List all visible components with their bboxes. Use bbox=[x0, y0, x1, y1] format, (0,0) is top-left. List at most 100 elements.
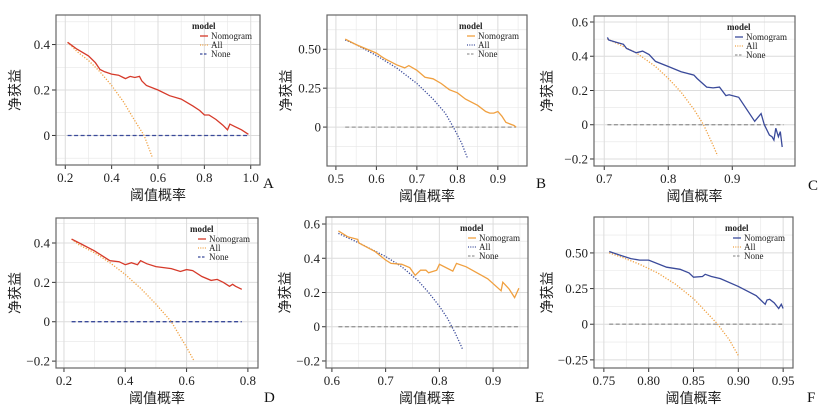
y-tick-label: 0 bbox=[314, 319, 321, 334]
legend-label-all: All bbox=[746, 41, 758, 51]
x-axis-title: 阈值概率 bbox=[399, 390, 455, 407]
legend-label-all: All bbox=[479, 242, 491, 252]
plot-background bbox=[594, 16, 795, 166]
y-tick-label: 0.4 bbox=[572, 49, 589, 64]
legend-label-all: All bbox=[211, 40, 223, 50]
y-tick-label: −0.2 bbox=[296, 353, 320, 368]
legend-label-none: None bbox=[209, 252, 229, 262]
x-tick-label: 0.8 bbox=[240, 373, 256, 388]
x-tick-label: 0.2 bbox=[56, 373, 72, 388]
x-axis-title: 阈值概率 bbox=[129, 390, 185, 407]
legend-label-all: All bbox=[209, 243, 221, 253]
legend-label-none: None bbox=[478, 49, 498, 59]
series-nomogram-line bbox=[67, 41, 249, 135]
panel-a: 0.2 0.4 0.6 0.8 1.0 0 0.2 0.4 阈值概率 净获益 modelNomogr… bbox=[8, 14, 274, 204]
series-nomogram-line bbox=[71, 238, 243, 290]
x-tick-label: 0.80 bbox=[637, 373, 660, 388]
y-tick-label: 0 bbox=[315, 120, 322, 135]
series-all-line bbox=[608, 252, 739, 356]
panel-c: 0.7 0.8 0.9 −0.2 0 0.2 0.4 0.6 阈值概率 净获益 modelNomog… bbox=[540, 14, 818, 205]
y-axis-title: 净获益 bbox=[278, 272, 294, 314]
panel-f: 0.75 0.80 0.85 0.90 0.95 −0.25 0 0.25 0.50 阈值概率 净获… bbox=[540, 216, 815, 407]
series-nomogram-line bbox=[338, 230, 520, 299]
x-tick-label: 0.6 bbox=[178, 373, 195, 388]
plot-frame bbox=[55, 14, 261, 166]
plot-frame bbox=[593, 15, 796, 167]
legend-label-nomogram: Nomogram bbox=[746, 32, 787, 42]
x-tick-label: 0.95 bbox=[772, 373, 795, 388]
plot-frame bbox=[593, 216, 794, 369]
legend-label-nomogram: Nomogram bbox=[211, 31, 252, 41]
plot-frame bbox=[326, 14, 528, 167]
panel-label: D bbox=[264, 390, 275, 406]
panel-label: C bbox=[808, 178, 818, 194]
x-tick-label: 0.7 bbox=[409, 171, 426, 186]
y-axis-title: 净获益 bbox=[540, 272, 556, 314]
y-axis-title: 净获益 bbox=[8, 69, 24, 111]
x-tick-label: 0.2 bbox=[57, 170, 73, 185]
y-tick-label: 0.2 bbox=[34, 83, 50, 98]
x-tick-label: 0.8 bbox=[449, 171, 465, 186]
y-tick-label: 0.25 bbox=[298, 81, 321, 96]
panel-e: 0.6 0.7 0.8 0.9−0.200.20.40.6阈值概率净获益modelNo… bbox=[278, 216, 544, 407]
y-tick-label: 0.4 bbox=[34, 37, 51, 52]
legend-label-nomogram: Nomogram bbox=[744, 233, 785, 243]
series-nomogram-line bbox=[606, 37, 783, 148]
x-tick-label: 0.9 bbox=[724, 171, 740, 186]
series-all-line bbox=[67, 41, 153, 158]
y-tick-label: 0.6 bbox=[304, 217, 321, 232]
y-tick-label: −0.2 bbox=[26, 354, 50, 369]
legend-label-none: None bbox=[479, 251, 499, 261]
legend-title: model bbox=[460, 223, 484, 233]
y-tick-label: 0 bbox=[44, 128, 51, 143]
x-tick-label: 0.75 bbox=[592, 373, 615, 388]
plot-frame bbox=[55, 217, 259, 369]
y-axis-title: 净获益 bbox=[279, 70, 295, 112]
legend-label-all: All bbox=[744, 242, 756, 252]
y-tick-label: 0 bbox=[582, 117, 589, 132]
plot-background bbox=[327, 15, 527, 166]
x-tick-label: 0.8 bbox=[431, 373, 447, 388]
x-tick-label: 1.0 bbox=[243, 170, 259, 185]
x-tick-label: 0.90 bbox=[727, 373, 750, 388]
x-tick-label: 0.8 bbox=[196, 170, 212, 185]
x-axis-title: 阈值概率 bbox=[130, 187, 186, 204]
panel-label: F bbox=[807, 390, 815, 406]
plot-frame bbox=[325, 216, 529, 369]
y-tick-label: 0.50 bbox=[565, 245, 588, 260]
y-tick-label: 0.2 bbox=[34, 275, 50, 290]
x-axis-title: 阈值概率 bbox=[666, 390, 722, 407]
x-tick-label: 0.5 bbox=[328, 171, 344, 186]
legend-title: model bbox=[192, 21, 216, 31]
legend-label-nomogram: Nomogram bbox=[209, 234, 250, 244]
y-tick-label: 0.50 bbox=[298, 42, 321, 57]
x-tick-label: 0.6 bbox=[368, 171, 385, 186]
legend-label-all: All bbox=[478, 40, 490, 50]
legend-label-nomogram: Nomogram bbox=[478, 31, 519, 41]
x-tick-label: 0.7 bbox=[596, 171, 613, 186]
x-tick-label: 0.9 bbox=[485, 373, 501, 388]
legend-title: model bbox=[727, 22, 751, 32]
series-nomogram-line bbox=[344, 38, 517, 128]
series-all-line bbox=[344, 39, 469, 159]
x-tick-label: 0.4 bbox=[117, 373, 134, 388]
panel-label: E bbox=[535, 390, 544, 406]
x-tick-label: 0.4 bbox=[104, 170, 121, 185]
y-tick-label: 0.6 bbox=[572, 14, 589, 29]
y-axis-title: 净获益 bbox=[540, 70, 556, 112]
legend-title: model bbox=[725, 223, 749, 233]
legend-label-none: None bbox=[746, 50, 766, 60]
y-tick-label: 0.25 bbox=[565, 281, 588, 296]
panel-label: A bbox=[263, 176, 274, 192]
legend-title: model bbox=[190, 224, 214, 234]
legend-label-none: None bbox=[744, 251, 764, 261]
legend-label-nomogram: Nomogram bbox=[479, 233, 520, 243]
y-axis-title: 净获益 bbox=[8, 272, 24, 314]
